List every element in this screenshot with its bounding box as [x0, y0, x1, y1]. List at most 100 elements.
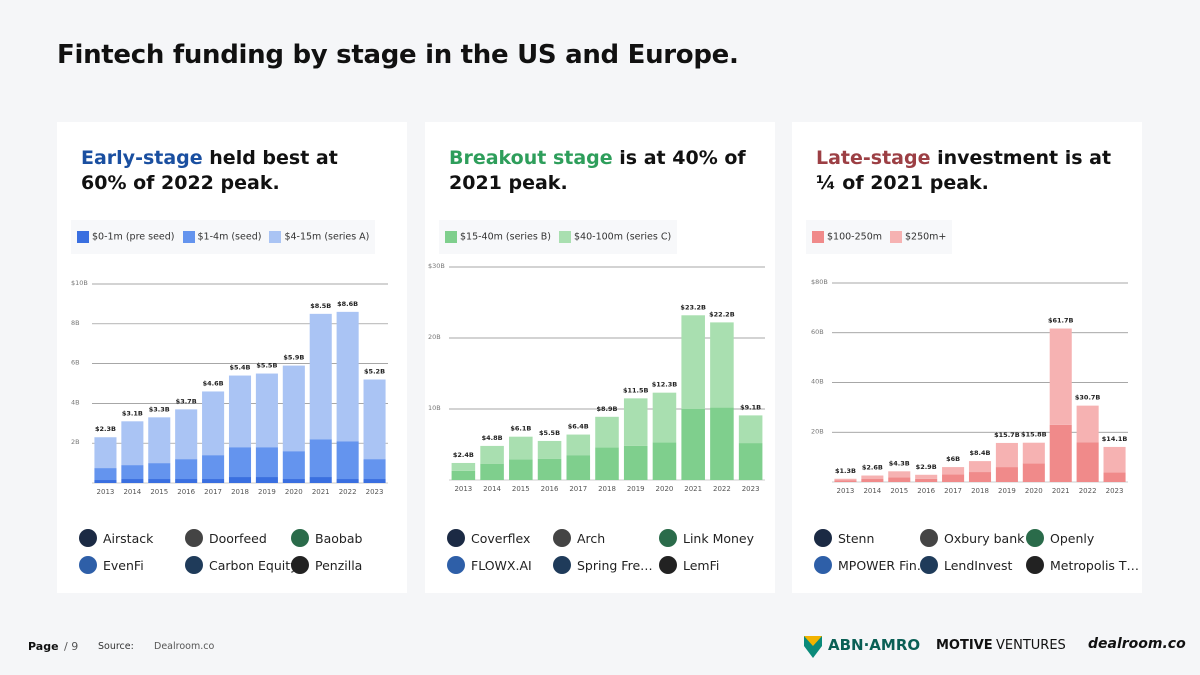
bar-segment — [363, 479, 386, 483]
company-name: Oxbury bank — [944, 530, 1025, 546]
x-tick-label: 2020 — [285, 488, 303, 496]
bar-segment — [228, 477, 252, 483]
company: Penzilla — [291, 556, 362, 574]
legend-swatch — [77, 231, 89, 243]
total-label: $2.4B — [453, 451, 474, 459]
bar-segment — [94, 468, 117, 481]
bar-segment — [175, 459, 198, 480]
bar-segment — [968, 461, 992, 473]
total-label: $6B — [946, 455, 960, 463]
bar-segment — [309, 477, 332, 483]
bar-segment — [509, 459, 533, 480]
source-label: Source: — [98, 641, 134, 652]
y-tick-label: 2B — [71, 438, 80, 446]
bar-segment — [228, 375, 252, 448]
x-tick-label: 2022 — [1079, 487, 1097, 495]
bar-segment — [652, 442, 677, 480]
total-label: $3.3B — [149, 405, 170, 413]
bar-segment — [834, 478, 857, 481]
total-label: $5.4B — [230, 364, 251, 372]
panel-heading: Breakout stage is at 40% of 2021 peak. — [449, 146, 749, 196]
company-name: Airstack — [103, 530, 154, 546]
x-tick-label: 2015 — [512, 485, 530, 493]
logo-ventures: VENTURES — [996, 638, 1066, 653]
company: Coverflex — [447, 529, 530, 547]
bar-segment — [1049, 424, 1072, 482]
x-tick-label: 2014 — [863, 487, 881, 495]
total-label: $8.9B — [597, 405, 618, 413]
total-label: $5.2B — [364, 368, 385, 376]
bar-segment — [861, 475, 884, 480]
bar-segment — [915, 474, 938, 479]
company-name: Metropolis T… — [1050, 557, 1140, 573]
x-tick-label: 2016 — [177, 488, 195, 496]
bar-segment — [202, 455, 225, 480]
bar-segment — [480, 445, 504, 464]
legend-swatch — [445, 231, 457, 243]
bar-segment — [710, 322, 734, 408]
bar-segment — [595, 416, 619, 448]
bar-segment — [968, 472, 992, 482]
bar-segment — [175, 409, 198, 460]
bar-segment — [537, 440, 562, 459]
y-tick-label: 10B — [428, 404, 441, 412]
bar-segment — [861, 479, 884, 482]
company-icon — [659, 556, 677, 574]
bar-segment — [175, 479, 198, 483]
bar-segment — [363, 379, 386, 460]
bar-segment — [282, 479, 305, 483]
bar-segment — [451, 470, 476, 480]
bar-segment — [915, 478, 938, 482]
bar-segment — [1103, 446, 1126, 473]
bar-segment — [255, 447, 278, 478]
total-label: $5.5B — [539, 429, 560, 437]
total-label: $8.6B — [337, 300, 358, 308]
panel-heading: Late-stage investment is at ¼ of 2021 pe… — [816, 146, 1116, 196]
company-name: Penzilla — [315, 557, 363, 573]
y-tick-label: 40B — [811, 378, 824, 386]
x-tick-label: 2019 — [998, 487, 1016, 495]
company: Arch — [553, 529, 605, 547]
heading-text: held best at 60% of 2022 peak. — [81, 147, 338, 194]
bar-segment — [148, 463, 171, 480]
company-icon — [291, 529, 309, 547]
bar-segment — [942, 467, 965, 475]
company-name: Spring Fre… — [577, 557, 653, 573]
logo-motive: MOTIVE — [936, 638, 993, 653]
x-tick-label: 2013 — [837, 487, 855, 495]
x-tick-label: 2017 — [944, 487, 962, 495]
x-tick-label: 2015 — [150, 488, 168, 496]
x-tick-label: 2021 — [1052, 487, 1070, 495]
x-tick-label: 2014 — [123, 488, 141, 496]
legend-item: $0-1m (pre seed) — [77, 231, 175, 243]
panel: Breakout stage is at 40% of 2021 peak. $1… — [425, 122, 775, 593]
company: LemFi — [659, 556, 719, 574]
total-label: $4.8B — [482, 434, 503, 442]
bar-segment — [681, 409, 705, 480]
y-tick-label: 20B — [811, 427, 824, 435]
y-tick-label: 60B — [811, 328, 824, 336]
bar-segment — [363, 459, 386, 480]
company: Openly — [1026, 529, 1094, 547]
total-label: $4.3B — [889, 459, 910, 467]
company-icon — [447, 556, 465, 574]
company-name: FLOWX.AI — [471, 557, 532, 573]
total-label: $14.1B — [1102, 435, 1128, 443]
company-icon — [1026, 529, 1044, 547]
bar-segment — [202, 391, 225, 456]
x-tick-label: 2013 — [97, 488, 115, 496]
legend-swatch — [890, 231, 902, 243]
y-tick-label: $10B — [71, 279, 88, 287]
x-tick-label: 2018 — [971, 487, 989, 495]
bar-segment — [309, 313, 332, 440]
abn-shield — [804, 636, 822, 658]
page-number: / 9 — [64, 640, 79, 653]
bar-segment — [336, 311, 359, 442]
bar-segment — [121, 421, 144, 466]
company-name: Doorfeed — [209, 530, 267, 546]
legend-label: $15-40m (series B) — [460, 231, 552, 243]
company: Link Money — [659, 529, 754, 547]
bar-segment — [738, 443, 763, 480]
x-tick-label: 2019 — [258, 488, 276, 496]
